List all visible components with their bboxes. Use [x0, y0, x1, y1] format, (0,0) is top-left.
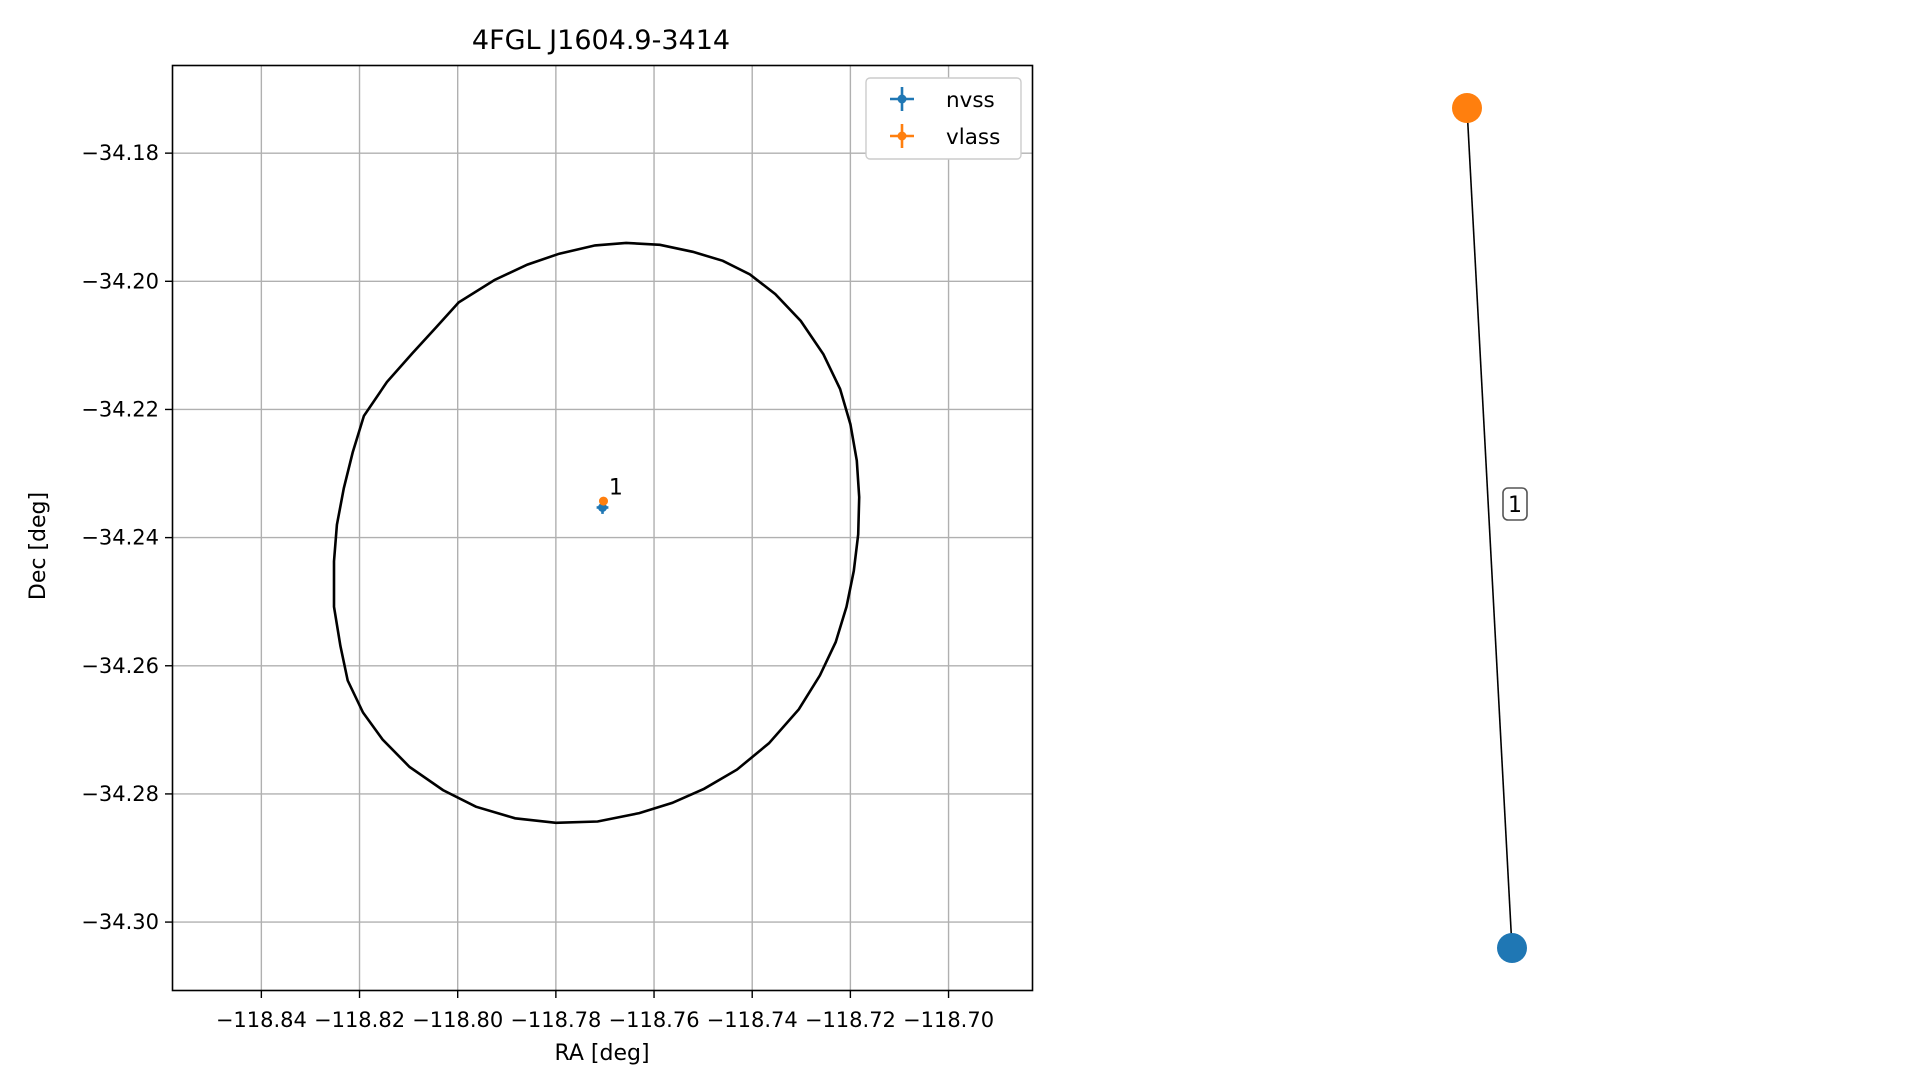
x-tick-label: −118.72 — [805, 1008, 896, 1032]
y-tick-label: −34.18 — [81, 141, 159, 165]
error-ellipse — [332, 241, 861, 825]
x-tick-label: −118.74 — [707, 1008, 798, 1032]
legend-label-nvss: nvss — [946, 88, 995, 113]
data-point-vlass — [598, 496, 608, 506]
data-points — [596, 496, 609, 514]
point-marker — [598, 496, 608, 506]
y-tick-label: −34.20 — [81, 269, 159, 293]
legend-marker-nvss — [890, 87, 914, 111]
y-tick-label: −34.28 — [81, 782, 159, 806]
legend-marker-dot — [897, 131, 907, 141]
edge-label: 1 — [1508, 493, 1522, 518]
x-tick-label: −118.82 — [314, 1008, 405, 1032]
source-annotation: 1 — [609, 476, 623, 501]
plot-title: 4FGL J1604.9-3414 — [472, 25, 730, 56]
y-tick-label: −34.26 — [81, 654, 159, 678]
scatter-plot: 4FGL J1604.9-3414 1 −118.84 −118.82 −118.8… — [26, 25, 1034, 1066]
x-axis-ticks: −118.84 −118.82 −118.80 −118.78 −118.76 −118.… — [216, 990, 994, 1032]
grid — [173, 66, 1032, 990]
legend-marker-vlass — [890, 124, 914, 148]
x-axis-label: RA [deg] — [554, 1041, 649, 1066]
y-axis-label: Dec [deg] — [26, 492, 51, 600]
graph-node-nvss — [1497, 933, 1527, 963]
y-tick-label: −34.22 — [81, 397, 159, 421]
graph-node-vlass — [1452, 93, 1482, 123]
association-graph: 1 — [1452, 93, 1528, 963]
y-tick-label: −34.30 — [81, 910, 159, 934]
x-tick-label: −118.70 — [903, 1008, 994, 1032]
x-tick-label: −118.78 — [510, 1008, 601, 1032]
legend-label-vlass: vlass — [946, 125, 1000, 150]
y-tick-label: −34.24 — [81, 526, 159, 550]
x-tick-label: −118.80 — [412, 1008, 503, 1032]
legend: nvss vlass — [865, 77, 1022, 160]
plot-frame — [171, 64, 1034, 992]
graph-edge — [1466, 107, 1513, 949]
x-tick-label: −118.84 — [216, 1008, 307, 1032]
edge-label-box — [1502, 487, 1528, 521]
x-tick-label: −118.76 — [609, 1008, 700, 1032]
y-axis-ticks: −34.18 −34.20 −34.22 −34.24 −34.26 −34.28 −34.… — [81, 141, 173, 934]
legend-marker-dot — [897, 94, 907, 104]
